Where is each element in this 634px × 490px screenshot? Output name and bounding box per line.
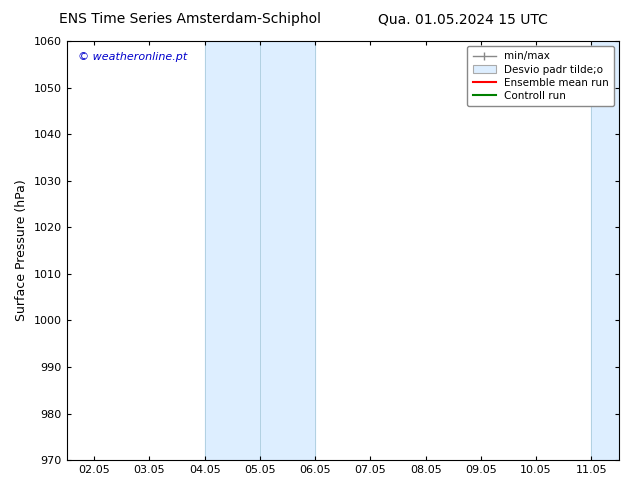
Bar	[592, 41, 619, 460]
Text: © weatheronline.pt: © weatheronline.pt	[77, 51, 187, 62]
Legend: min/max, Desvio padr tilde;o, Ensemble mean run, Controll run: min/max, Desvio padr tilde;o, Ensemble m…	[467, 46, 614, 106]
Text: ENS Time Series Amsterdam-Schiphol: ENS Time Series Amsterdam-Schiphol	[59, 12, 321, 26]
Text: Qua. 01.05.2024 15 UTC: Qua. 01.05.2024 15 UTC	[378, 12, 548, 26]
Y-axis label: Surface Pressure (hPa): Surface Pressure (hPa)	[15, 180, 28, 321]
Bar	[205, 41, 315, 460]
